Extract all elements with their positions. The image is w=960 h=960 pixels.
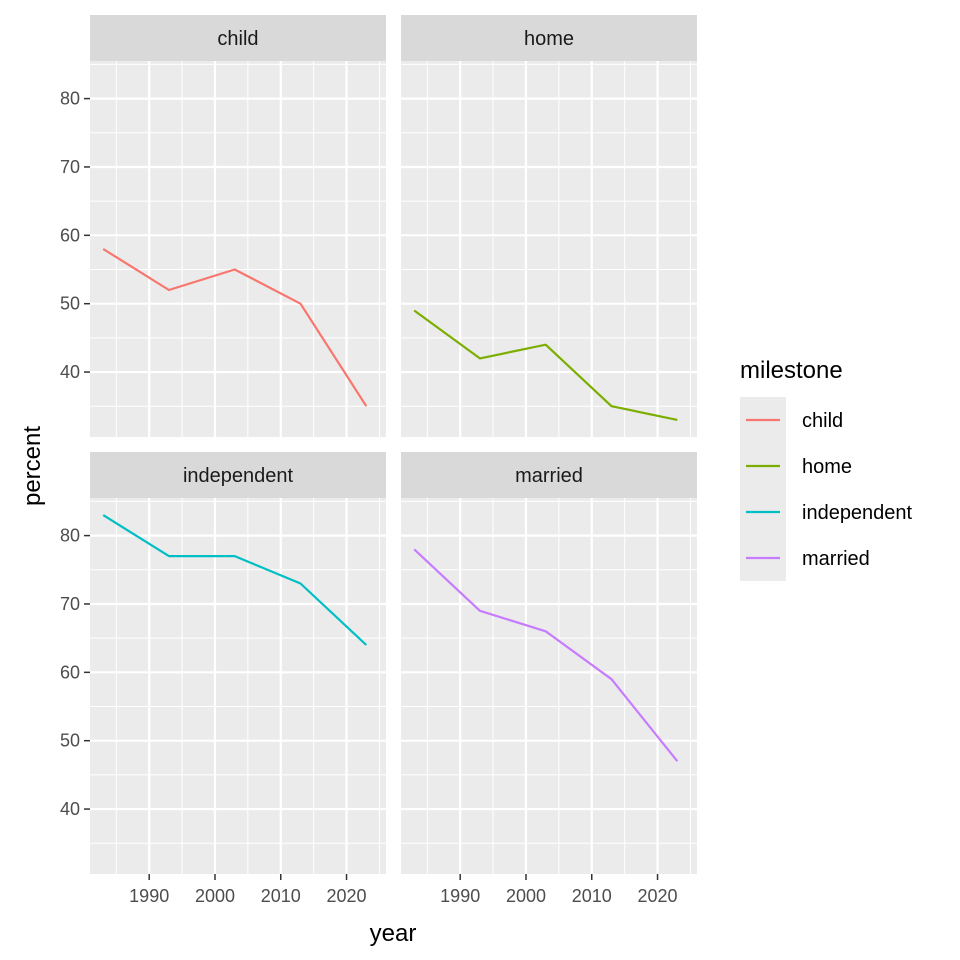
y-tick-label: 80 [60,89,80,109]
y-tick-label: 70 [60,594,80,614]
facet-strip-label: independent [183,465,294,487]
facet-strip [401,15,697,61]
facet-panel-married: married [401,452,697,874]
legend-title: milestone [740,357,843,384]
x-tick-label: 2000 [195,886,235,906]
legend-label-married: married [802,548,870,570]
legend-label-home: home [802,456,852,478]
facet-strip-label: child [217,28,258,50]
facet-panel-home: home [401,15,697,437]
facet-strip [401,452,697,498]
x-tick-label: 1990 [129,886,169,906]
facet-strip [90,452,386,498]
y-tick-label: 50 [60,294,80,314]
x-tick-label: 2010 [261,886,301,906]
x-tick-label: 2020 [327,886,367,906]
y-tick-label: 40 [60,799,80,819]
series-line-independent [102,514,368,646]
y-tick-label: 80 [60,526,80,546]
legend-label-child: child [802,410,843,432]
y-tick-label: 70 [60,157,80,177]
panel-background [401,498,697,874]
facet-strip-label: home [524,28,574,50]
series-line-home [413,309,678,421]
facet-strip-label: married [515,465,583,487]
x-tick-label: 1990 [440,886,480,906]
facet-panel-independent: independent [90,452,386,874]
x-axis-title: year [370,920,417,947]
legend: milestone child home independent married [740,357,913,581]
y-tick-label: 60 [60,662,80,682]
panel-background [401,61,697,437]
series-line-married [413,548,679,762]
facet-strip [90,15,386,61]
axes: 40 50 60 70 80 40 50 60 70 80 1990 2000 2010 2020 1990… [60,89,678,906]
panel-background [90,498,386,874]
legend-keys-background [740,397,786,581]
y-tick-label: 40 [60,362,80,382]
panels: child home independent married [90,15,697,874]
x-tick-label: 2010 [572,886,612,906]
series-line-child [102,248,368,407]
facet-panel-child: child [90,15,386,437]
y-tick-label: 60 [60,225,80,245]
x-tick-label: 2000 [506,886,546,906]
x-tick-label: 2020 [638,886,678,906]
y-tick-label: 50 [60,731,80,751]
legend-label-independent: independent [802,502,913,524]
y-axis-title: percent [19,426,46,506]
panel-background [90,61,386,437]
